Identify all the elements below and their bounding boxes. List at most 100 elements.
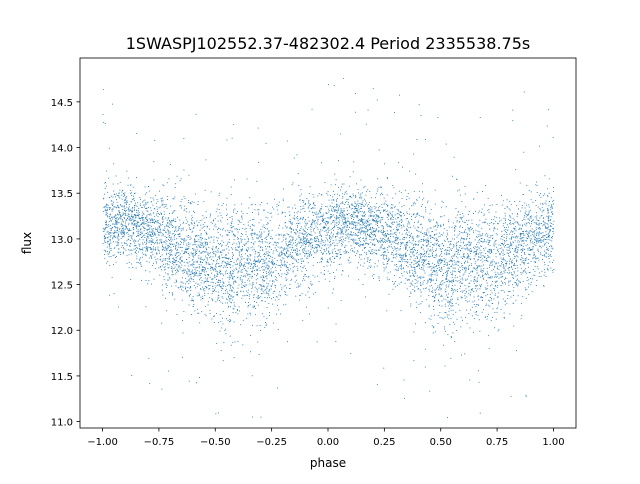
data-point xyxy=(188,294,190,296)
data-point xyxy=(220,252,221,253)
data-point xyxy=(395,218,397,220)
data-point xyxy=(545,234,547,235)
data-point xyxy=(214,253,216,255)
data-point xyxy=(188,257,190,258)
data-point xyxy=(523,234,524,236)
data-point xyxy=(184,240,186,242)
data-point xyxy=(451,287,453,289)
data-point xyxy=(538,276,540,277)
data-point xyxy=(424,272,426,274)
data-point xyxy=(160,238,162,240)
data-point xyxy=(332,256,334,257)
data-point xyxy=(193,252,195,254)
data-point xyxy=(547,250,549,251)
data-point xyxy=(521,255,522,257)
data-point xyxy=(430,209,432,210)
data-point xyxy=(514,282,516,283)
data-point xyxy=(454,238,455,240)
data-point xyxy=(192,300,194,301)
data-point xyxy=(206,262,207,263)
data-point xyxy=(178,255,180,256)
data-point xyxy=(138,211,140,213)
data-point xyxy=(414,272,416,274)
data-point xyxy=(108,147,110,149)
data-point xyxy=(108,216,110,217)
data-point xyxy=(212,279,214,281)
data-point xyxy=(427,202,428,204)
data-point xyxy=(190,252,192,254)
data-point xyxy=(418,241,420,243)
data-point xyxy=(123,233,125,235)
data-point xyxy=(321,208,322,210)
data-point xyxy=(185,216,187,218)
data-point xyxy=(260,236,262,238)
data-point xyxy=(131,211,132,213)
data-point xyxy=(113,293,115,295)
data-point xyxy=(138,235,140,237)
data-point xyxy=(412,266,414,268)
data-point xyxy=(257,273,258,274)
data-point xyxy=(462,269,463,271)
data-point xyxy=(203,201,205,202)
data-point xyxy=(149,234,151,235)
data-point xyxy=(243,244,245,246)
data-point xyxy=(306,253,308,255)
data-point xyxy=(542,225,544,227)
data-point xyxy=(412,236,414,237)
data-point xyxy=(326,247,328,249)
data-point xyxy=(280,265,281,267)
data-point xyxy=(426,283,428,285)
data-point xyxy=(134,192,136,194)
data-point xyxy=(469,327,471,329)
data-point xyxy=(123,196,125,197)
data-point xyxy=(304,203,306,205)
data-point xyxy=(169,278,171,280)
data-point xyxy=(461,237,462,239)
data-point xyxy=(325,253,327,255)
data-point xyxy=(332,235,334,237)
data-point xyxy=(295,232,296,234)
data-point xyxy=(517,267,519,269)
data-point xyxy=(443,272,444,274)
data-point xyxy=(433,250,435,252)
data-point xyxy=(443,223,444,225)
data-point xyxy=(113,201,114,203)
data-point xyxy=(512,284,513,286)
data-point xyxy=(317,262,318,263)
data-point xyxy=(226,248,228,250)
data-point xyxy=(534,265,536,267)
data-point xyxy=(181,239,183,240)
data-point xyxy=(370,210,372,212)
data-point xyxy=(383,227,384,229)
data-point xyxy=(222,229,223,231)
data-point xyxy=(255,308,256,309)
data-point xyxy=(455,251,457,253)
data-point xyxy=(204,277,206,279)
data-point xyxy=(448,314,450,316)
data-point xyxy=(358,211,360,213)
data-point xyxy=(336,216,338,217)
data-point xyxy=(342,227,344,229)
data-point xyxy=(272,261,274,263)
data-point xyxy=(536,242,538,244)
data-point xyxy=(128,267,130,269)
data-point xyxy=(346,251,348,252)
data-point xyxy=(215,254,217,256)
data-point xyxy=(206,233,208,234)
data-point xyxy=(323,218,324,220)
data-point xyxy=(521,240,523,241)
data-point xyxy=(230,225,232,226)
data-point xyxy=(431,271,433,273)
data-point xyxy=(402,257,404,259)
data-point xyxy=(216,272,218,274)
data-point xyxy=(296,212,298,214)
data-point xyxy=(445,272,446,274)
data-point xyxy=(155,227,156,229)
data-point xyxy=(452,175,453,177)
data-point xyxy=(105,222,106,223)
data-point xyxy=(469,245,471,246)
data-point xyxy=(434,297,436,299)
data-point xyxy=(504,269,506,271)
data-point xyxy=(443,245,444,246)
data-point xyxy=(332,252,333,254)
